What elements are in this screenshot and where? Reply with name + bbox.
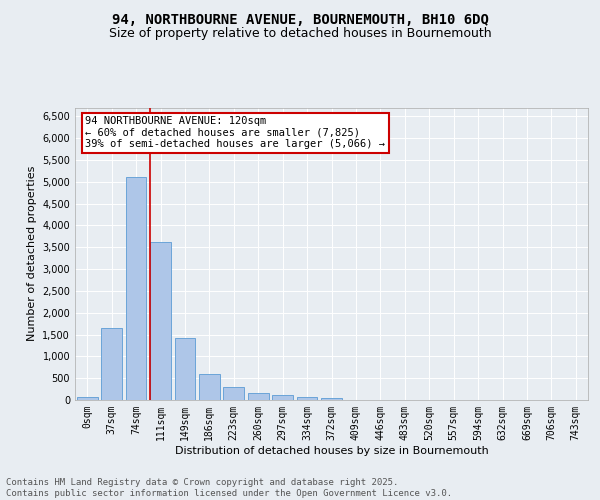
Bar <box>199 374 220 400</box>
Bar <box>101 328 122 400</box>
Bar <box>321 398 342 400</box>
Text: 94, NORTHBOURNE AVENUE, BOURNEMOUTH, BH10 6DQ: 94, NORTHBOURNE AVENUE, BOURNEMOUTH, BH1… <box>112 12 488 26</box>
Bar <box>272 395 293 400</box>
Text: Size of property relative to detached houses in Bournemouth: Size of property relative to detached ho… <box>109 28 491 40</box>
Bar <box>125 178 146 400</box>
Bar <box>175 338 196 400</box>
X-axis label: Distribution of detached houses by size in Bournemouth: Distribution of detached houses by size … <box>175 446 488 456</box>
Bar <box>296 396 317 400</box>
Bar <box>77 398 98 400</box>
Text: Contains HM Land Registry data © Crown copyright and database right 2025.
Contai: Contains HM Land Registry data © Crown c… <box>6 478 452 498</box>
Bar <box>248 393 269 400</box>
Y-axis label: Number of detached properties: Number of detached properties <box>27 166 37 342</box>
Text: 94 NORTHBOURNE AVENUE: 120sqm
← 60% of detached houses are smaller (7,825)
39% o: 94 NORTHBOURNE AVENUE: 120sqm ← 60% of d… <box>85 116 385 150</box>
Bar <box>150 242 171 400</box>
Bar <box>223 387 244 400</box>
